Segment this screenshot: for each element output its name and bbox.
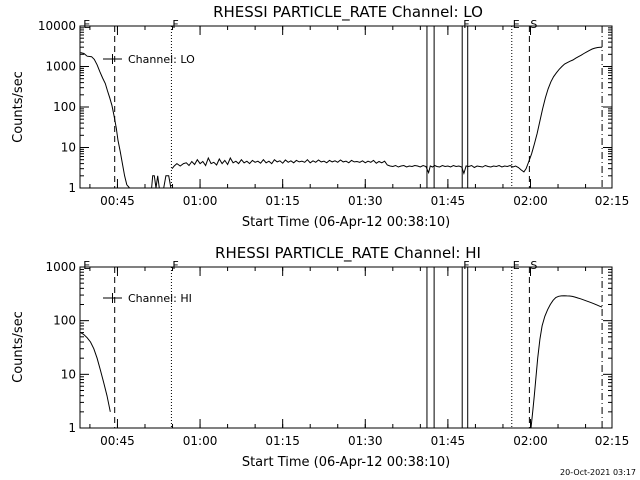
flag-label: F	[172, 259, 178, 272]
plot-frame	[79, 266, 613, 429]
x-tick-label: 02:00	[513, 434, 548, 448]
x-tick-label: 01:30	[348, 194, 383, 208]
series-line	[80, 52, 130, 189]
series-line	[171, 46, 603, 176]
y-axis-label-hi: Counts/sec	[11, 311, 26, 383]
series-line	[530, 295, 603, 429]
y-tick-label: 1000	[45, 60, 76, 74]
x-tick-label: 00:45	[100, 434, 135, 448]
y-tick-label: 1000	[45, 260, 76, 274]
x-tick-label: 01:45	[431, 434, 466, 448]
x-tick-label: 01:15	[265, 194, 300, 208]
series-line	[163, 175, 172, 189]
chart-title-lo: RHESSI PARTICLE_RATE Channel: LO	[213, 3, 483, 22]
flag-label: E	[513, 18, 520, 31]
y-axis-label-lo: Counts/sec	[11, 71, 26, 143]
y-tick-label: 10000	[38, 19, 76, 33]
panel-lo: RHESSI PARTICLE_RATE Channel: LO Start T…	[11, 3, 629, 230]
flag-label: E	[513, 259, 520, 272]
x-tick-label: 01:00	[183, 194, 218, 208]
y-tick-label: 10	[61, 141, 76, 155]
series-line	[80, 332, 111, 412]
y-tick-label: 100	[53, 100, 76, 114]
x-axis-label-hi: Start Time (06-Apr-12 00:38:10)	[242, 455, 450, 470]
flag-label: F	[463, 259, 469, 272]
flag-label: F	[463, 18, 469, 31]
legend-label-hi: Channel: HI	[128, 292, 192, 305]
plot-frame	[79, 25, 613, 189]
flag-label: F	[172, 18, 178, 31]
flag-label: E	[83, 259, 90, 272]
x-tick-label: 00:45	[100, 194, 135, 208]
y-tick-label: 100	[53, 314, 76, 328]
x-tick-label: 01:30	[348, 434, 383, 448]
series-line	[151, 175, 160, 189]
x-tick-label: 02:15	[595, 194, 630, 208]
y-tick-label: 1	[68, 181, 76, 195]
flag-label: S	[530, 18, 537, 31]
chart-title-hi: RHESSI PARTICLE_RATE Channel: HI	[215, 244, 481, 263]
legend-label-lo: Channel: LO	[128, 53, 195, 66]
x-tick-label: 01:15	[265, 434, 300, 448]
x-tick-label: 01:00	[183, 434, 218, 448]
x-tick-label: 02:00	[513, 194, 548, 208]
x-tick-label: 01:45	[431, 194, 466, 208]
x-axis-label-lo: Start Time (06-Apr-12 00:38:10)	[242, 215, 450, 230]
flag-label: S	[530, 259, 537, 272]
y-tick-label: 1	[68, 421, 76, 435]
timestamp: 20-Oct-2021 03:17	[560, 468, 636, 477]
panel-hi: RHESSI PARTICLE_RATE Channel: HI Start T…	[11, 244, 629, 470]
flag-label: E	[83, 18, 90, 31]
y-tick-label: 10	[61, 367, 76, 381]
x-tick-label: 02:15	[595, 434, 630, 448]
